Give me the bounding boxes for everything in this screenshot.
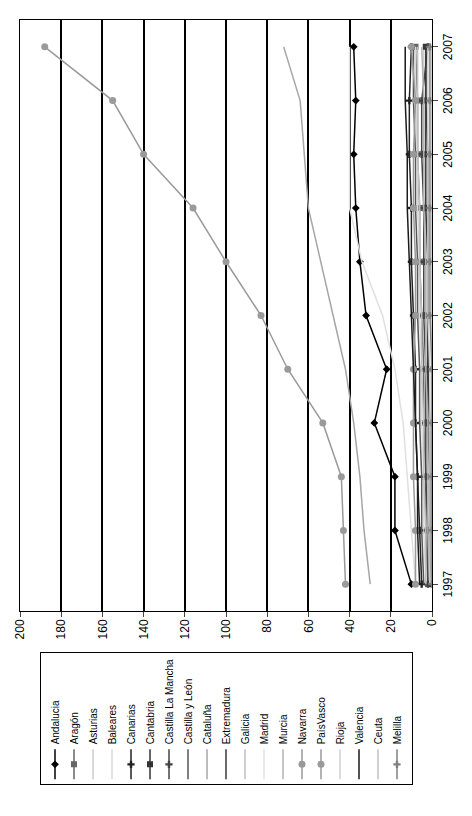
- svg-text:80: 80: [260, 619, 274, 633]
- svg-text:Murcia: Murcia: [278, 714, 289, 744]
- svg-text:Baleares: Baleares: [107, 705, 118, 744]
- svg-text:Rioja: Rioja: [335, 721, 346, 744]
- svg-text:0: 0: [425, 619, 439, 626]
- svg-text:Valencia: Valencia: [354, 706, 365, 744]
- svg-text:Extremadura: Extremadura: [221, 687, 232, 745]
- svg-text:40: 40: [343, 619, 357, 633]
- svg-text:180: 180: [54, 619, 68, 639]
- svg-text:1997: 1997: [441, 570, 455, 597]
- svg-text:Aragón: Aragón: [69, 712, 80, 744]
- svg-text:60: 60: [302, 619, 316, 633]
- svg-text:1999: 1999: [441, 463, 455, 490]
- svg-text:Cataluña: Cataluña: [202, 704, 213, 744]
- svg-text:2000: 2000: [441, 409, 455, 436]
- svg-text:140: 140: [137, 619, 151, 639]
- svg-text:Castilla y León: Castilla y León: [183, 679, 194, 745]
- svg-text:2006: 2006: [441, 87, 455, 114]
- svg-text:Canarias: Canarias: [126, 704, 137, 744]
- svg-text:Cantabria: Cantabria: [145, 701, 156, 745]
- svg-text:2004: 2004: [441, 194, 455, 221]
- svg-text:2002: 2002: [441, 302, 455, 329]
- svg-text:Asturias: Asturias: [88, 708, 99, 744]
- svg-text:Melilla: Melilla: [392, 716, 403, 745]
- svg-text:2005: 2005: [441, 141, 455, 168]
- svg-text:Madrid: Madrid: [259, 714, 270, 745]
- svg-text:100: 100: [219, 619, 233, 639]
- svg-text:120: 120: [178, 619, 192, 639]
- svg-text:Ceuta: Ceuta: [373, 717, 384, 744]
- svg-text:Andalucia: Andalucia: [50, 700, 61, 744]
- svg-text:2003: 2003: [441, 248, 455, 275]
- svg-text:Galicia: Galicia: [240, 713, 251, 744]
- svg-text:160: 160: [96, 619, 110, 639]
- svg-text:PaísVasco: PaísVasco: [316, 697, 327, 744]
- svg-text:Navarra: Navarra: [297, 708, 308, 744]
- svg-text:2007: 2007: [441, 33, 455, 60]
- svg-text:20: 20: [384, 619, 398, 633]
- svg-text:1998: 1998: [441, 517, 455, 544]
- svg-text:2001: 2001: [441, 356, 455, 383]
- svg-text:200: 200: [13, 619, 27, 639]
- svg-text:Castilla La Mancha: Castilla La Mancha: [164, 659, 175, 744]
